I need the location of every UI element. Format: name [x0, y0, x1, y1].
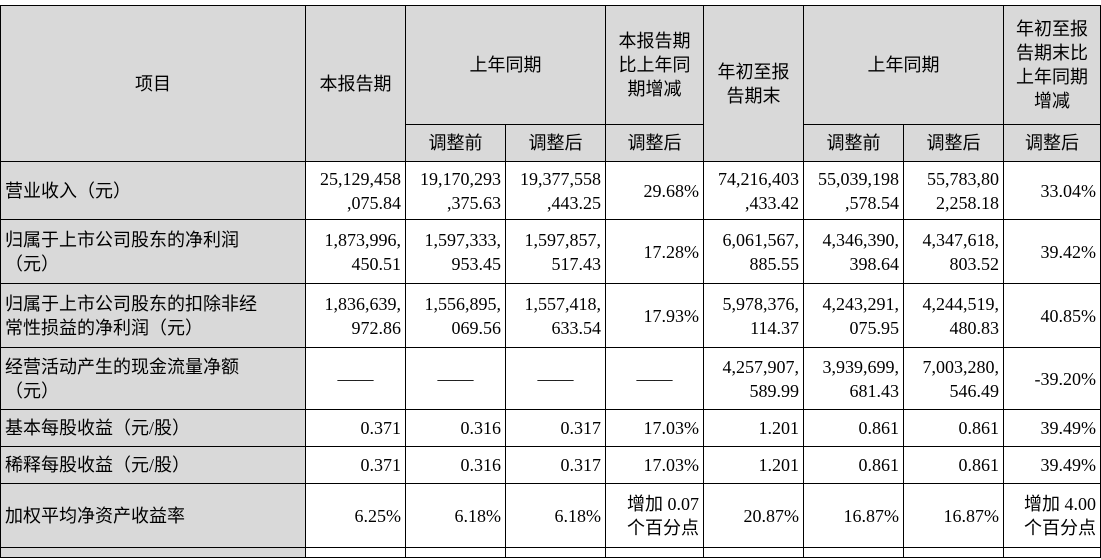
value-cell: ——: [405, 347, 506, 410]
header-cell: 调整前: [803, 124, 904, 162]
value-cell: 1.201: [703, 446, 804, 484]
value-cell: 1,873,996, 450.51: [305, 219, 406, 284]
value-cell: ——: [505, 347, 606, 410]
value-cell: 39.42%: [1003, 219, 1101, 284]
value-cell: 17.93%: [605, 283, 704, 348]
value-cell: 39.49%: [1003, 446, 1101, 484]
row-label: 归属于上市公司股东的净利润 （元）: [0, 219, 306, 284]
header-cell: 调整后: [1003, 124, 1101, 162]
data-row: 基本每股收益（元/股） 0.371 0.316 0.317 17.03% 1.201 0.8…: [0, 409, 1101, 447]
row-label: 营业收入（元）: [0, 161, 306, 220]
value-cell: [605, 547, 704, 558]
header-row: 调整前 调整后 调整后 调整前 调整后 调整后: [1, 124, 1101, 162]
value-cell: 7,003,280, 546.49: [903, 347, 1004, 410]
value-cell: 0.861: [803, 446, 904, 484]
value-cell: 0.861: [903, 446, 1004, 484]
value-cell: [405, 547, 506, 558]
value-cell: 6.18%: [405, 483, 506, 548]
value-cell: 4,347,618, 803.52: [903, 219, 1004, 284]
value-cell: 6.18%: [505, 483, 606, 548]
value-cell: ——: [605, 347, 704, 410]
header-cell: 年初至报 告期末比 上年同期 增减: [1003, 5, 1101, 125]
value-cell: 1,557,418, 633.54: [505, 283, 606, 348]
row-label: [0, 547, 306, 558]
value-cell: [803, 547, 904, 558]
header-cell: 调整前: [405, 124, 506, 162]
value-cell: [903, 547, 1004, 558]
value-cell: [703, 547, 804, 558]
value-cell: 0.317: [505, 409, 606, 447]
data-row: 归属于上市公司股东的扣除非经 常性损益的净利润（元） 1,836,639, 972…: [0, 283, 1101, 348]
value-cell: 25,129,458 ,075.84: [305, 161, 406, 220]
value-cell: ——: [305, 347, 406, 410]
value-cell: 增加 0.07 个百分点: [605, 483, 704, 548]
value-cell: 0.371: [305, 446, 406, 484]
value-cell: 74,216,403 ,433.42: [703, 161, 804, 220]
header-row: 项目 本报告期 上年同期 本报告期 比上年同 期增减 年初至报 告期末 上年同期 年初至报 …: [0, 5, 1101, 162]
data-row: 加权平均净资产收益率 6.25% 6.18% 6.18% 增加 0.07 个百分点 20.…: [0, 483, 1101, 548]
value-cell: 40.85%: [1003, 283, 1101, 348]
value-cell: 1,597,333, 953.45: [405, 219, 506, 284]
header-cell: 调整后: [605, 124, 704, 162]
value-cell: 19,170,293 ,375.63: [405, 161, 506, 220]
page: {"table": { "header": { "row1": ["项目", "…: [0, 5, 1101, 560]
header-cell: 项目: [0, 5, 306, 162]
value-cell: 29.68%: [605, 161, 704, 220]
header-cell: 年初至报 告期末: [703, 5, 804, 162]
value-cell: 17.03%: [605, 409, 704, 447]
value-cell: 增加 4.00 个百分点: [1003, 483, 1101, 548]
value-cell: 6.25%: [305, 483, 406, 548]
header-cell: 上年同期: [405, 5, 606, 125]
value-cell: [305, 547, 406, 558]
value-cell: 4,257,907, 589.99: [703, 347, 804, 410]
header-cell: 调整后: [903, 124, 1004, 162]
value-cell: 5,978,376, 114.37: [703, 283, 804, 348]
value-cell: 3,939,699, 681.43: [803, 347, 904, 410]
data-row: 稀释每股收益（元/股） 0.371 0.316 0.317 17.03% 1.201 0.8…: [0, 446, 1101, 484]
value-cell: 55,783,80 2,258.18: [903, 161, 1004, 220]
value-cell: [505, 547, 606, 558]
data-row: 营业收入（元） 25,129,458 ,075.84 19,170,293 ,375…: [0, 161, 1101, 220]
value-cell: 4,244,519, 480.83: [903, 283, 1004, 348]
value-cell: 0.861: [903, 409, 1004, 447]
row-label: 加权平均净资产收益率: [0, 483, 306, 548]
row-label: 稀释每股收益（元/股）: [0, 446, 306, 484]
value-cell: 1.201: [703, 409, 804, 447]
value-cell: 0.316: [405, 409, 506, 447]
row-label: 归属于上市公司股东的扣除非经 常性损益的净利润（元）: [0, 283, 306, 348]
data-row: 归属于上市公司股东的净利润 （元） 1,873,996, 450.51 1,597,…: [0, 219, 1101, 284]
value-cell: 16.87%: [803, 483, 904, 548]
value-cell: 17.28%: [605, 219, 704, 284]
value-cell: 1,597,857, 517.43: [505, 219, 606, 284]
value-cell: 20.87%: [703, 483, 804, 548]
value-cell: 0.316: [405, 446, 506, 484]
value-cell: 0.317: [505, 446, 606, 484]
financial-table: 项目 本报告期 上年同期 本报告期 比上年同 期增减 年初至报 告期末 上年同期 年初至报 …: [0, 5, 1101, 558]
value-cell: 19,377,558 ,443.25: [505, 161, 606, 220]
value-cell: 0.371: [305, 409, 406, 447]
header-cell: 调整后: [505, 124, 606, 162]
row-label: 经营活动产生的现金流量净额 （元）: [0, 347, 306, 410]
value-cell: 55,039,198 ,578.54: [803, 161, 904, 220]
value-cell: 6,061,567, 885.55: [703, 219, 804, 284]
value-cell: 33.04%: [1003, 161, 1101, 220]
header-cell: 上年同期: [803, 5, 1004, 125]
value-cell: 4,243,291, 075.95: [803, 283, 904, 348]
header-cell: 本报告期 比上年同 期增减: [605, 5, 704, 125]
value-cell: 1,556,895, 069.56: [405, 283, 506, 348]
value-cell: -39.20%: [1003, 347, 1101, 410]
header-cell: 本报告期: [305, 5, 406, 162]
value-cell: 16.87%: [903, 483, 1004, 548]
value-cell: 39.49%: [1003, 409, 1101, 447]
partial-row: [0, 547, 1101, 558]
value-cell: 4,346,390, 398.64: [803, 219, 904, 284]
value-cell: 17.03%: [605, 446, 704, 484]
data-row: 经营活动产生的现金流量净额 （元） —— —— —— —— 4,257,907, 589.…: [0, 347, 1101, 410]
value-cell: 1,836,639, 972.86: [305, 283, 406, 348]
value-cell: [1003, 547, 1101, 558]
value-cell: 0.861: [803, 409, 904, 447]
row-label: 基本每股收益（元/股）: [0, 409, 306, 447]
